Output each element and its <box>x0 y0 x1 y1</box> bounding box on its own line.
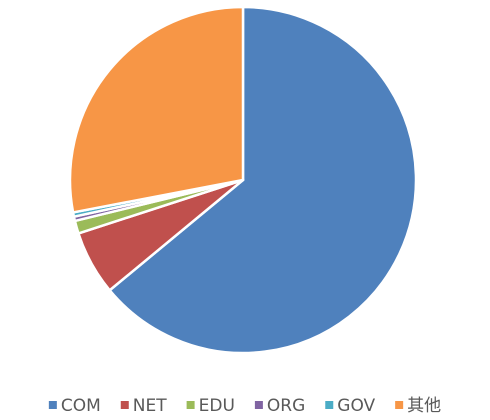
legend-swatch <box>325 401 334 409</box>
legend-swatch <box>395 401 404 409</box>
legend-label: NET <box>133 396 167 416</box>
legend-swatch <box>186 401 195 409</box>
legend-label: 其他 <box>407 396 441 416</box>
pie-slice <box>108 5 418 355</box>
legend-swatch <box>120 401 129 409</box>
legend-label: COM <box>61 396 101 416</box>
legend-label: EDU <box>199 396 235 416</box>
legend-label: GOV <box>337 396 375 416</box>
legend-swatch <box>254 401 263 409</box>
legend-label: ORG <box>267 396 305 416</box>
pie-slice <box>68 5 245 214</box>
legend-swatch <box>48 401 57 409</box>
